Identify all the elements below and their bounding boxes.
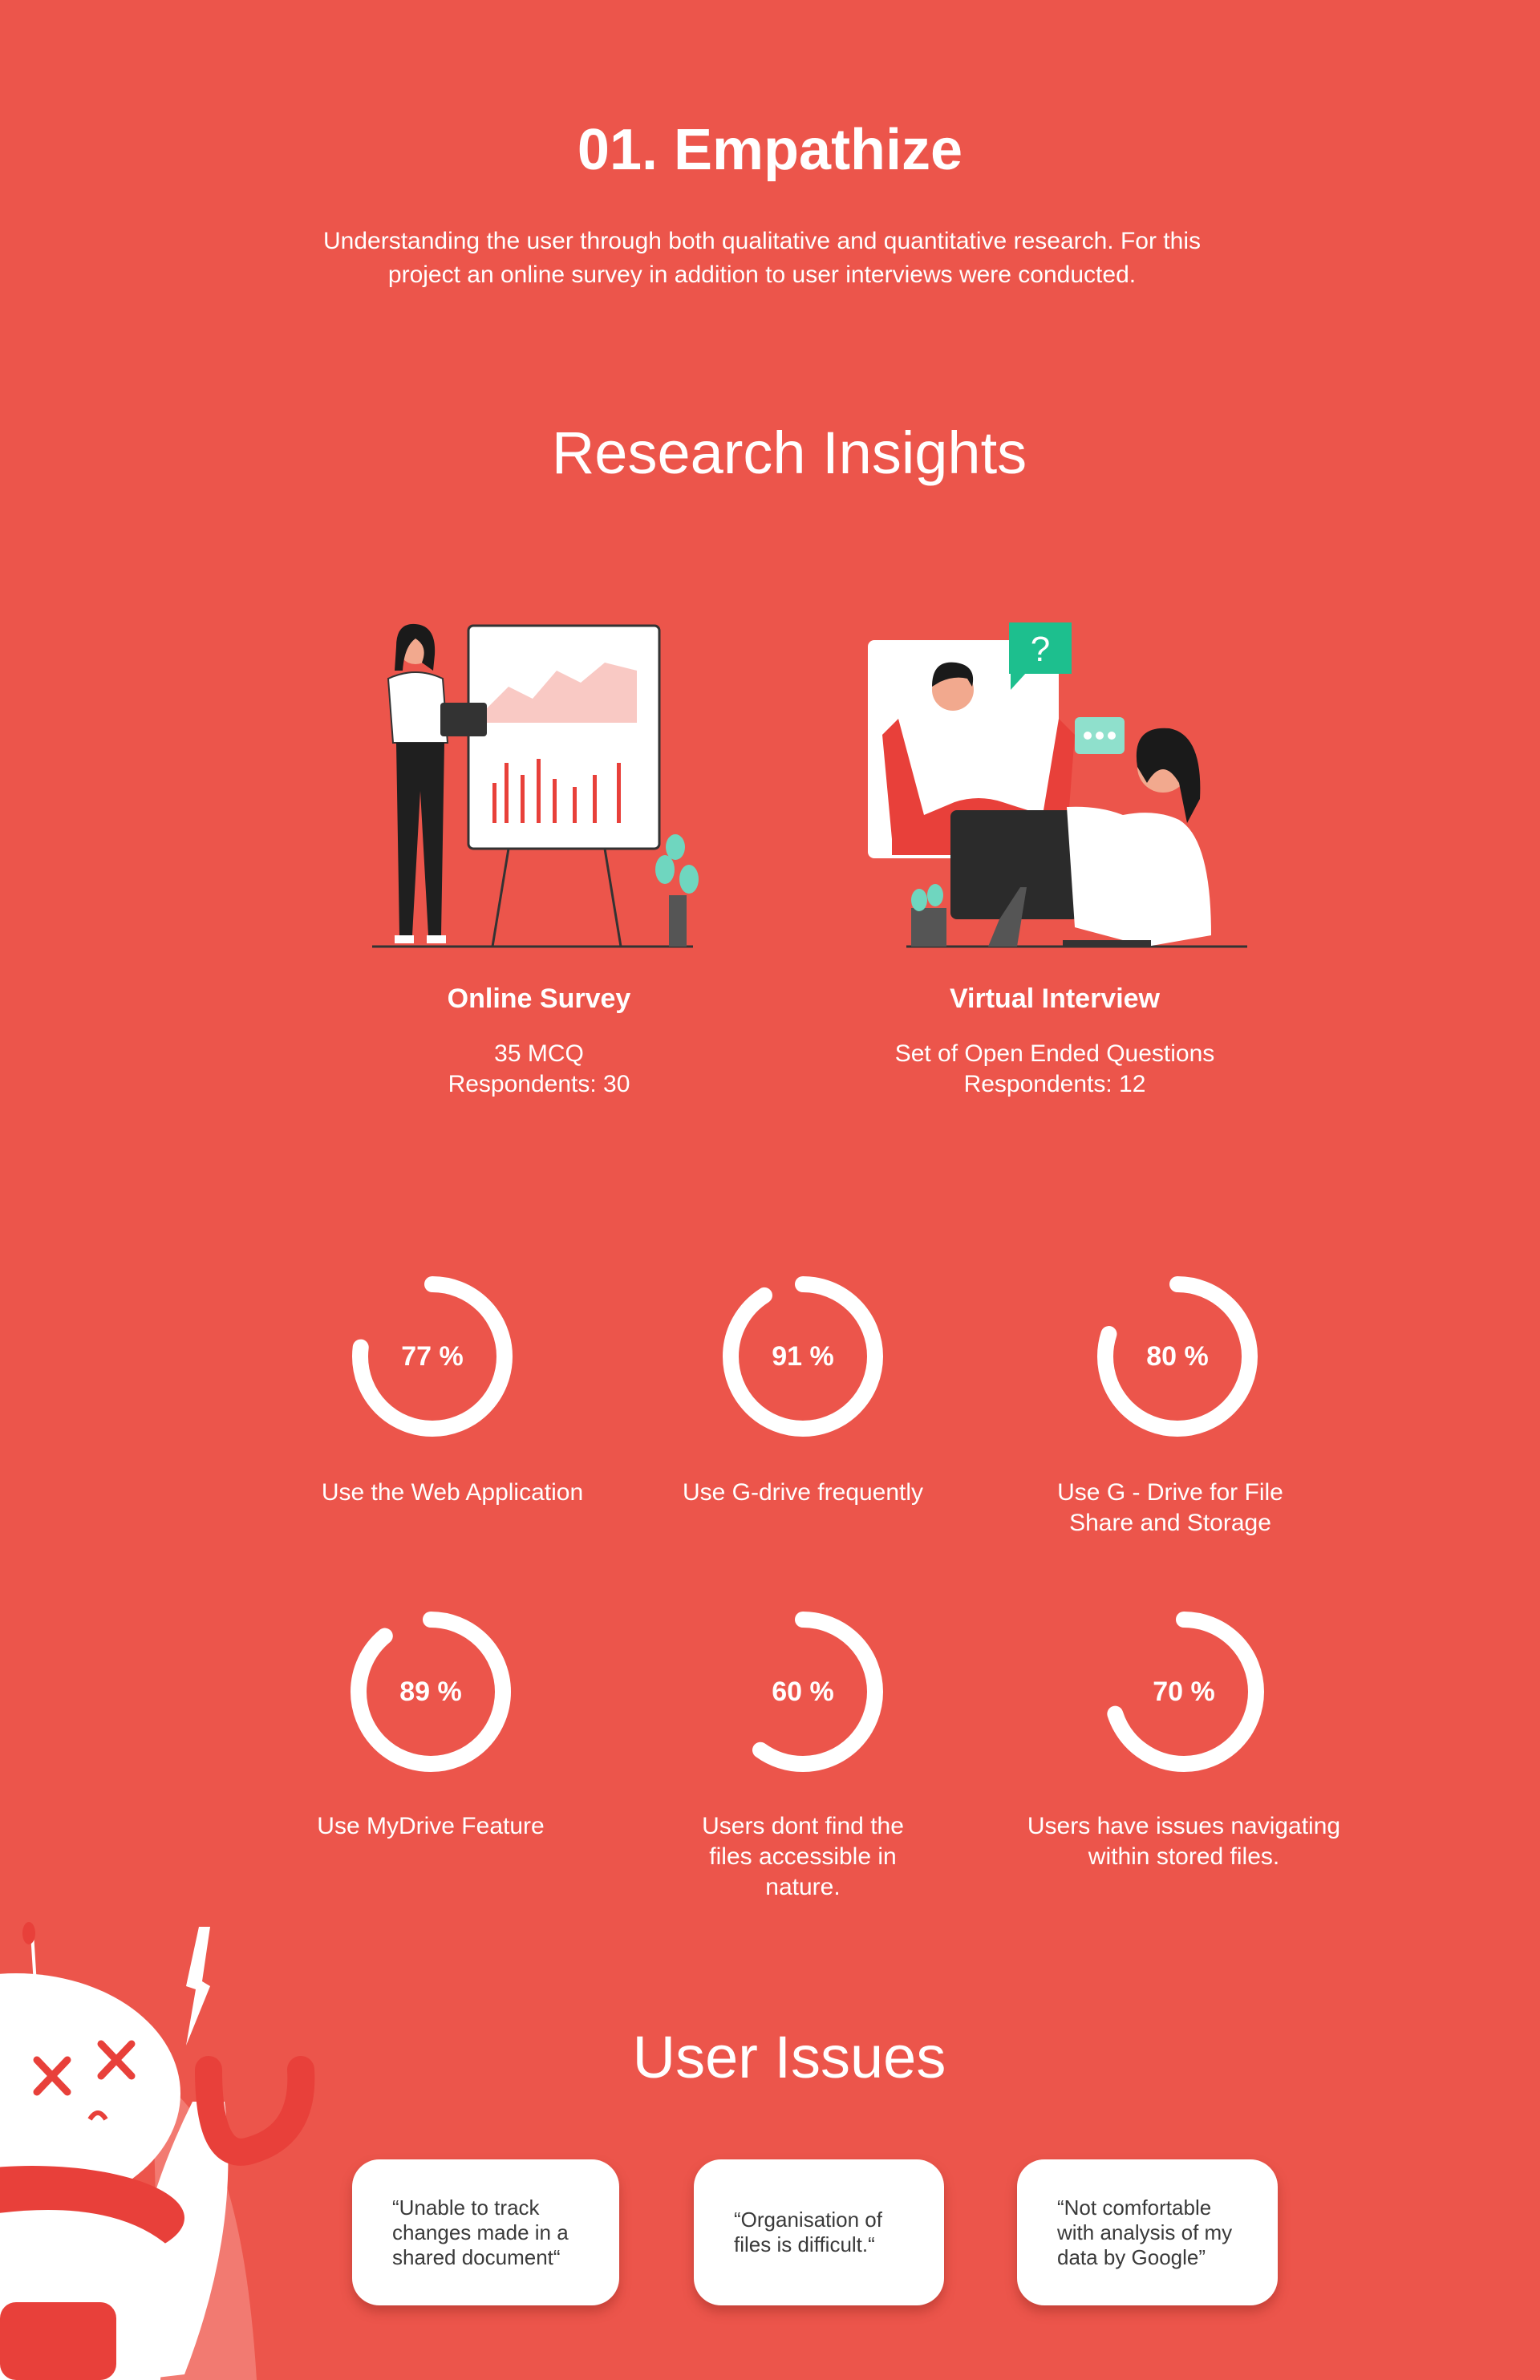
progress-arc xyxy=(352,1276,513,1437)
stat-label: Use MyDrive Feature xyxy=(317,1813,545,1839)
svg-text:?: ? xyxy=(1031,630,1050,669)
issue-card: “Unable to track changes made in a share… xyxy=(352,2159,619,2305)
frustrated-robot-illustration xyxy=(0,1922,315,2380)
progress-ring: 89 % xyxy=(342,1604,519,1780)
issue-card: “Organisation of files is difficult.“ xyxy=(694,2159,944,2305)
progress-value: 89 % xyxy=(399,1677,462,1707)
user-issues-heading: User Issues xyxy=(632,2024,946,2090)
progress-value: 80 % xyxy=(1146,1341,1209,1372)
stat-label: Use G-drive frequently xyxy=(682,1479,924,1506)
issue-quote: “Unable to track changes made in a share… xyxy=(392,2195,569,2269)
progress-arc xyxy=(1097,1276,1258,1437)
stat-label: Use the Web Application xyxy=(321,1479,584,1506)
issue-quote: “Organisation of files is difficult.“ xyxy=(734,2208,882,2256)
progress-ring: 60 % xyxy=(715,1604,891,1780)
method-virtual-interview: Virtual Interview Set of Open Ended Ques… xyxy=(814,983,1295,1100)
method-detail: 35 MCQ xyxy=(494,1040,584,1067)
progress-arc xyxy=(723,1612,883,1772)
progress-arc xyxy=(723,1276,883,1437)
method-name: Online Survey xyxy=(447,983,631,1014)
stat-label: Users dont find the files accessible in … xyxy=(702,1813,904,1900)
method-name: Virtual Interview xyxy=(949,983,1161,1014)
page-title: 01. Empathize xyxy=(577,118,963,182)
method-detail: Respondents: 30 xyxy=(448,1071,630,1097)
progress-arc xyxy=(351,1612,511,1772)
progress-value: 70 % xyxy=(1153,1677,1215,1707)
stat-label: Use G - Drive for File Share and Storage xyxy=(1057,1479,1283,1536)
progress-ring: 91 % xyxy=(715,1268,891,1445)
method-online-survey: Online Survey 35 MCQ Respondents: 30 xyxy=(298,983,780,1100)
issue-quote: “Not comfortable with analysis of my dat… xyxy=(1057,2195,1233,2269)
progress-value: 60 % xyxy=(772,1677,834,1707)
issue-card: “Not comfortable with analysis of my dat… xyxy=(1017,2159,1278,2305)
video-call-illustration: ? xyxy=(868,622,1247,948)
research-insights-heading: Research Insights xyxy=(551,420,1027,486)
progress-value: 77 % xyxy=(401,1341,464,1372)
stat-label: Users have issues navigating within stor… xyxy=(1027,1813,1341,1870)
progress-value: 91 % xyxy=(772,1341,834,1372)
progress-ring: 80 % xyxy=(1089,1268,1266,1445)
method-detail: Respondents: 12 xyxy=(963,1071,1146,1097)
progress-ring: 70 % xyxy=(1096,1604,1272,1780)
progress-ring: 77 % xyxy=(344,1268,521,1445)
method-detail: Set of Open Ended Questions xyxy=(894,1040,1215,1067)
progress-arc xyxy=(1104,1612,1264,1772)
intro-text: Understanding the user through both qual… xyxy=(322,228,1201,288)
presentation-board-illustration xyxy=(372,623,699,948)
